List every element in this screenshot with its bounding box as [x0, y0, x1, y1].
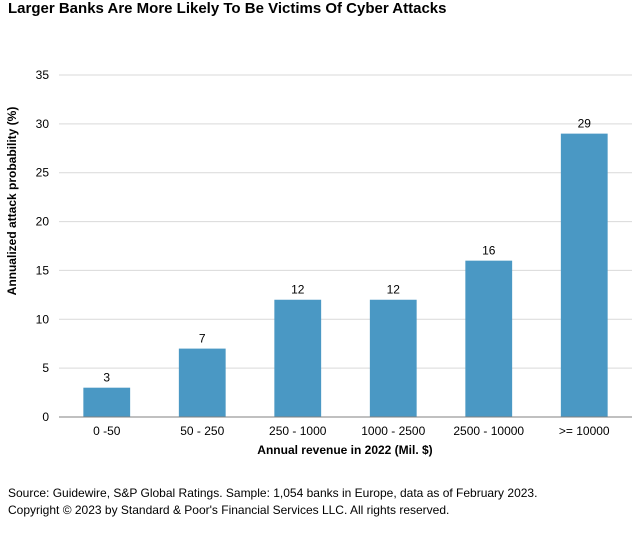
y-tick-label: 30 — [36, 117, 50, 131]
y-tick-label: 0 — [42, 410, 49, 424]
data-label: 3 — [103, 371, 110, 385]
data-labels: 3 7 12 12 16 29 — [103, 117, 591, 385]
bar — [178, 348, 226, 417]
data-label: 7 — [199, 332, 206, 346]
source-note: Source: Guidewire, S&P Global Ratings. S… — [8, 486, 538, 500]
bar — [369, 299, 417, 417]
x-axis-label: Annual revenue in 2022 (Mil. $) — [257, 443, 432, 457]
bar — [560, 133, 608, 417]
y-tick-label: 15 — [36, 263, 50, 277]
x-tick-label: 250 - 1000 — [269, 424, 327, 438]
data-label: 29 — [578, 117, 592, 131]
data-label: 12 — [387, 283, 401, 297]
data-label: 12 — [291, 283, 305, 297]
bar — [83, 387, 131, 417]
bars — [83, 133, 608, 417]
chart-title: Larger Banks Are More Likely To Be Victi… — [8, 0, 447, 17]
y-tick-label: 5 — [42, 361, 49, 375]
x-tick-label: 0 -50 — [93, 424, 121, 438]
bar — [274, 299, 322, 417]
x-tick-label: >= 10000 — [559, 424, 610, 438]
y-axis-ticks: 0 5 10 15 20 25 30 35 — [36, 68, 50, 424]
x-tick-label: 1000 - 2500 — [361, 424, 425, 438]
gridlines — [59, 74, 632, 369]
data-label: 16 — [482, 244, 496, 258]
copyright-note: Copyright © 2023 by Standard & Poor's Fi… — [8, 503, 450, 517]
y-tick-label: 10 — [36, 312, 50, 326]
x-axis-ticks: 0 -50 50 - 250 250 - 1000 1000 - 2500 2500 -… — [93, 424, 610, 438]
bar — [465, 260, 513, 417]
x-tick-label: 50 - 250 — [180, 424, 224, 438]
bar-chart: 0 5 10 15 20 25 30 35 3 7 12 12 16 29 0 -50 50 - 250 2… — [5, 68, 632, 457]
y-axis-label: Annualized attack probability (%) — [5, 107, 19, 296]
y-tick-label: 25 — [36, 166, 50, 180]
x-tick-label: 2500 - 10000 — [453, 424, 524, 438]
y-tick-label: 20 — [36, 215, 50, 229]
y-tick-label: 35 — [36, 68, 50, 82]
